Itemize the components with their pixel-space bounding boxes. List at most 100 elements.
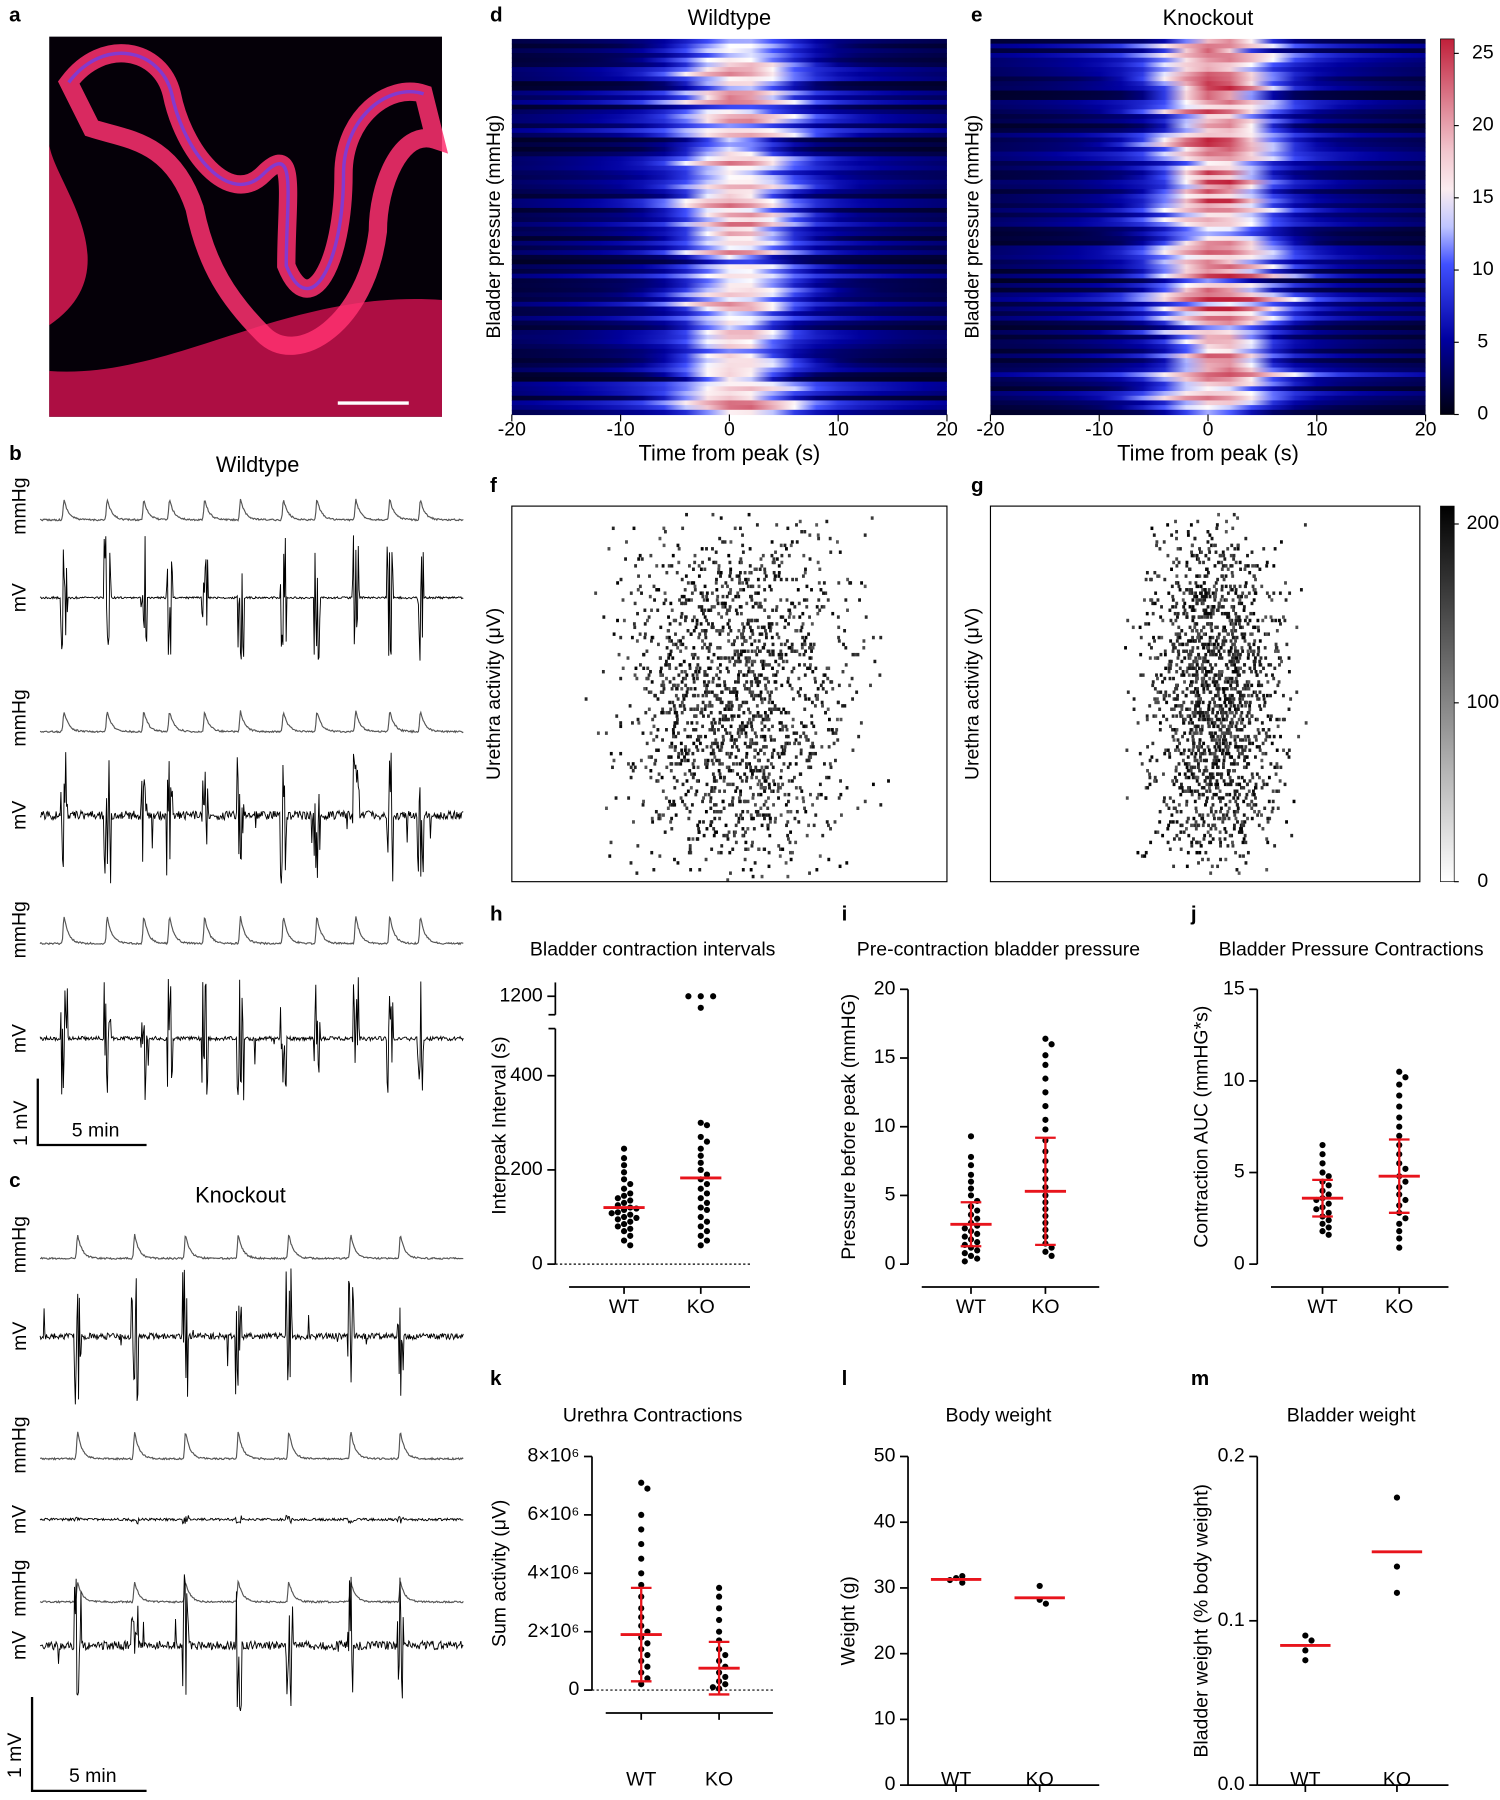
heatmap-cell: [718, 663, 722, 667]
heatmap-cell: [730, 642, 734, 647]
heatmap-cell: [837, 683, 841, 688]
heatmap-cell: [674, 745, 677, 749]
heatmap-cell: [729, 540, 733, 544]
heatmap-cell: [774, 687, 778, 691]
heatmap-cell: [700, 629, 704, 633]
heatmap-cell: [721, 629, 725, 633]
heatmap-cell: [682, 693, 686, 698]
heatmap-cell: [780, 751, 784, 756]
heatmap-row: [990, 118, 1426, 125]
heatmap-cell: [704, 632, 707, 636]
channel-label: mV: [9, 583, 31, 612]
heatmap-cell: [811, 741, 815, 746]
heatmap-row: [511, 207, 947, 214]
heatmap-cell: [684, 615, 688, 619]
heatmap-cell: [679, 642, 683, 647]
heatmap-cell: [637, 557, 641, 561]
heatmap-cell: [795, 523, 798, 527]
heatmap-cell: [659, 690, 663, 694]
heatmap-cell: [771, 649, 775, 653]
heatmap-cell: [772, 748, 776, 752]
heatmap-row: [511, 372, 947, 378]
heatmap-cell: [643, 687, 647, 691]
heatmap-cell: [691, 618, 695, 623]
heatmap-cell: [747, 659, 751, 664]
heatmap-cell: [797, 601, 801, 606]
heatmap-cell: [701, 611, 705, 616]
heatmap-row: [990, 273, 1426, 279]
heatmap-cell: [633, 601, 637, 606]
x-tick-label: 0: [724, 419, 735, 441]
heatmap-cell: [790, 540, 794, 544]
heatmap-cell: [724, 714, 727, 718]
heatmap-cell: [763, 663, 767, 667]
heatmap-cell: [799, 751, 803, 756]
heatmap-row: [511, 165, 947, 171]
heatmap-cell: [664, 663, 668, 667]
heatmap-cell: [672, 734, 675, 739]
heatmap-cell: [701, 724, 705, 729]
heatmap-cell: [800, 642, 804, 647]
heatmap-cell: [802, 598, 806, 602]
heatmap-cell: [826, 728, 830, 732]
heatmap-cell: [672, 683, 675, 688]
heatmap-cell: [729, 588, 733, 592]
heatmap-cell: [830, 728, 834, 732]
heatmap-cell: [769, 588, 773, 592]
heatmap-cell: [661, 680, 665, 684]
heatmap-cell: [769, 629, 772, 633]
heatmap-cell: [741, 724, 745, 729]
heatmap-cell: [729, 567, 733, 571]
heatmap-cell: [684, 683, 688, 688]
heatmap-row: [990, 114, 1426, 120]
heatmap-cell: [742, 673, 746, 677]
heatmap-cell: [790, 669, 794, 674]
heatmap-cell: [760, 728, 764, 732]
heatmap-cell: [853, 652, 857, 657]
heatmap-row: [511, 43, 947, 49]
heatmap-cell: [723, 540, 727, 544]
heatmap-row: [990, 409, 1426, 416]
heatmap-cell: [803, 673, 807, 677]
heatmap-cell: [727, 632, 730, 636]
heatmap-cell: [837, 625, 841, 630]
heatmap-cell: [737, 748, 740, 752]
heatmap-cell: [801, 635, 805, 640]
heatmap-cell: [677, 751, 681, 756]
heatmap-cell: [659, 673, 663, 677]
heatmap-cell: [790, 649, 794, 653]
heatmap-cell: [785, 598, 789, 602]
channel-label: mV: [9, 801, 31, 830]
heatmap-cell: [715, 741, 719, 746]
heatmap-cell: [738, 577, 742, 582]
heatmap-cell: [725, 594, 729, 599]
heatmap-cell: [750, 683, 754, 688]
heatmap-cell: [772, 570, 776, 575]
heatmap-cell: [693, 687, 697, 691]
heatmap-cell: [684, 745, 688, 749]
heatmap-cell: [709, 608, 713, 612]
heatmap-cell: [786, 526, 790, 531]
heatmap-cell: [773, 738, 776, 742]
heatmap-cell: [714, 581, 718, 585]
heatmap-cell: [764, 574, 768, 578]
heatmap-row: [990, 212, 1426, 218]
heatmap-cell: [750, 594, 753, 599]
heatmap-row: [511, 325, 947, 331]
heatmap-cell: [791, 601, 795, 606]
heatmap-cell: [774, 550, 777, 554]
heatmap-cell: [744, 663, 748, 667]
heatmap-row: [990, 142, 1426, 148]
heatmap-cell: [673, 721, 677, 725]
heatmap-cell: [661, 710, 665, 715]
heatmap-row: [990, 287, 1426, 294]
heatmap-row: [511, 62, 947, 68]
heatmap-cell: [641, 731, 645, 735]
heatmap-cell: [793, 741, 797, 746]
heatmap-cell: [708, 728, 712, 732]
heatmap-cell: [685, 512, 688, 517]
heatmap-row: [990, 362, 1426, 369]
heatmap-cell: [771, 700, 774, 705]
heatmap-cell: [667, 652, 671, 657]
heatmap-cell: [695, 745, 699, 749]
